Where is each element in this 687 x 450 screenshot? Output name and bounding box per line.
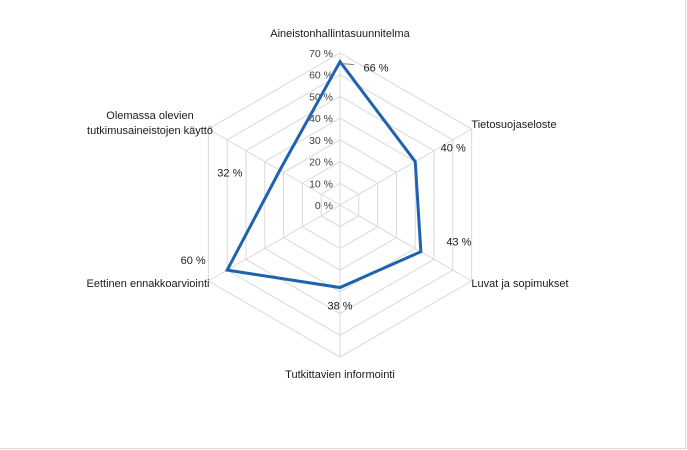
- category-label: Aineistonhallintasuunnitelma: [270, 28, 410, 40]
- data-label: 38 %: [327, 301, 352, 313]
- tick-label: 20 %: [309, 157, 333, 169]
- series-line: [224, 58, 423, 290]
- tick-label: 10 %: [309, 178, 333, 190]
- tick-label: 0 %: [315, 200, 333, 212]
- category-label: Tutkittavien informointi: [285, 369, 395, 381]
- category-label: Olemassa olevien tutkimusaineistojen käyt…: [87, 110, 213, 137]
- axis-spoke: [208, 128, 341, 206]
- tick-label: 40 %: [309, 113, 333, 125]
- category-label: Eettinen ennakkoarviointi: [87, 278, 210, 290]
- axis-spoke: [339, 204, 472, 282]
- category-label: Tietosuojaseloste: [471, 119, 556, 131]
- data-label: 66 %: [363, 63, 388, 75]
- category-label: Luvat ja sopimukset: [471, 278, 568, 290]
- tick-label: 30 %: [309, 135, 333, 147]
- data-label: 32 %: [217, 167, 242, 179]
- data-label: 40 %: [441, 143, 466, 155]
- axis-spoke: [208, 204, 341, 282]
- leader-line: [341, 63, 355, 66]
- tick-label: 60 %: [309, 70, 333, 82]
- axis-spoke: [339, 128, 472, 206]
- data-label: 43 %: [446, 237, 471, 249]
- data-label: 60 %: [181, 255, 206, 267]
- tick-label: 70 %: [309, 48, 333, 60]
